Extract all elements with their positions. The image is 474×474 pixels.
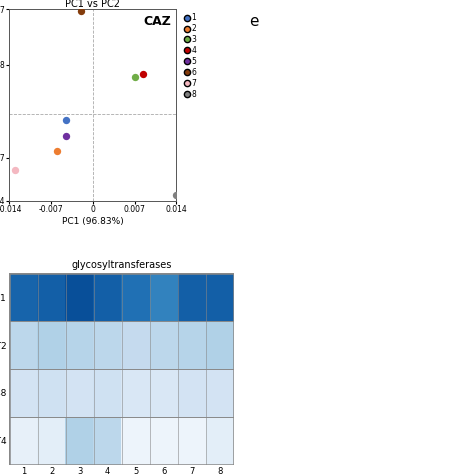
Point bbox=[62, 117, 70, 124]
Point bbox=[12, 166, 19, 173]
Point bbox=[173, 191, 180, 198]
Title: glycosyltransferases: glycosyltransferases bbox=[72, 260, 172, 270]
Text: CAZ: CAZ bbox=[143, 15, 171, 28]
Text: e: e bbox=[249, 14, 259, 29]
Point bbox=[140, 71, 147, 78]
Legend: 1, 2, 3, 4, 5, 6, 7, 8: 1, 2, 3, 4, 5, 6, 7, 8 bbox=[185, 13, 196, 99]
Point bbox=[62, 132, 70, 140]
Point bbox=[131, 73, 138, 81]
Point bbox=[77, 7, 85, 15]
Title: PC1 vs PC2: PC1 vs PC2 bbox=[65, 0, 120, 9]
Point bbox=[53, 147, 61, 155]
X-axis label: PC1 (96.83%): PC1 (96.83%) bbox=[62, 217, 124, 226]
